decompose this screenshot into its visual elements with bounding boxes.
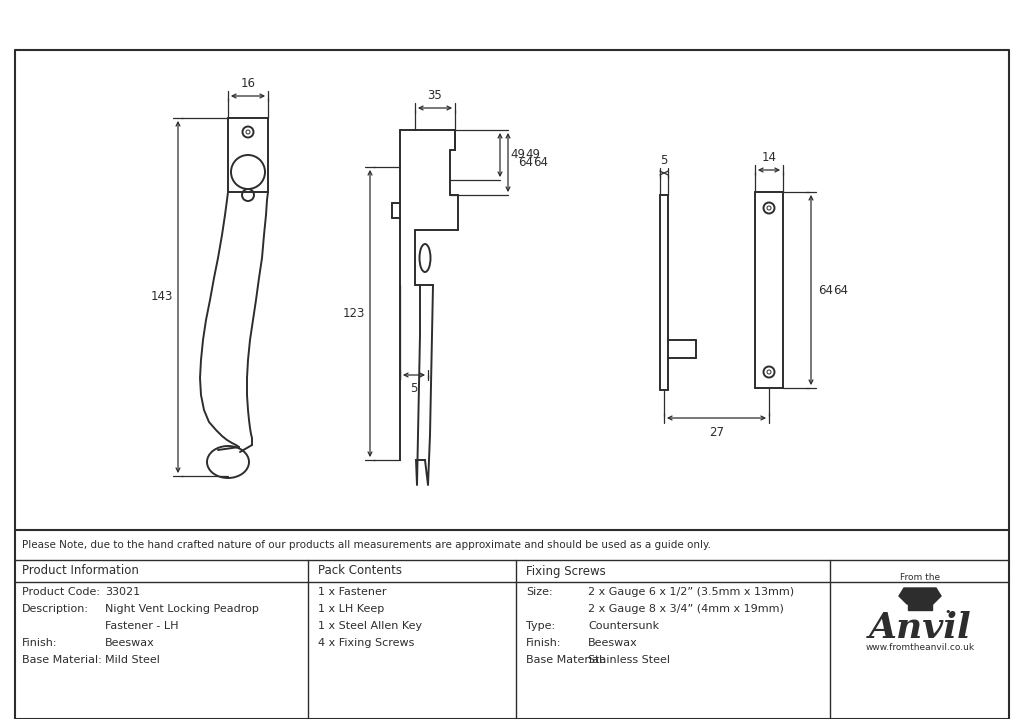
Text: Finish:: Finish:: [22, 638, 57, 648]
Text: 49: 49: [510, 149, 525, 162]
Text: 2 x Gauge 8 x 3/4” (4mm x 19mm): 2 x Gauge 8 x 3/4” (4mm x 19mm): [588, 604, 784, 614]
Text: Please Note, due to the hand crafted nature of our products all measurements are: Please Note, due to the hand crafted nat…: [22, 540, 711, 550]
Text: •: •: [945, 607, 951, 617]
Text: 64: 64: [518, 156, 534, 169]
Text: Mild Steel: Mild Steel: [105, 655, 160, 665]
Text: Pack Contents: Pack Contents: [318, 564, 402, 577]
Text: Finish:: Finish:: [526, 638, 561, 648]
Text: 1 x Fastener: 1 x Fastener: [318, 587, 386, 597]
Text: Type:: Type:: [526, 621, 555, 631]
Text: Beeswax: Beeswax: [588, 638, 638, 648]
Text: Product Code:: Product Code:: [22, 587, 100, 597]
Text: Size:: Size:: [526, 587, 553, 597]
Text: 49: 49: [525, 149, 540, 162]
Text: Stainless Steel: Stainless Steel: [588, 655, 670, 665]
Text: 64: 64: [818, 283, 833, 296]
Text: 4 x Fixing Screws: 4 x Fixing Screws: [318, 638, 415, 648]
Text: 2 x Gauge 6 x 1/2” (3.5mm x 13mm): 2 x Gauge 6 x 1/2” (3.5mm x 13mm): [588, 587, 795, 597]
Text: 5: 5: [411, 382, 418, 395]
Text: 64: 64: [534, 156, 548, 169]
Text: Beeswax: Beeswax: [105, 638, 155, 648]
Polygon shape: [908, 604, 932, 610]
Text: Base Material:: Base Material:: [526, 655, 606, 665]
Text: Description:: Description:: [22, 604, 89, 614]
Polygon shape: [899, 588, 941, 604]
Text: Fastener - LH: Fastener - LH: [105, 621, 178, 631]
Text: 27: 27: [709, 426, 724, 439]
Text: 143: 143: [151, 290, 173, 303]
Text: Anvil: Anvil: [868, 611, 972, 645]
Text: 1 x LH Keep: 1 x LH Keep: [318, 604, 384, 614]
Text: 14: 14: [762, 151, 776, 164]
Text: 35: 35: [428, 89, 442, 102]
Text: 1 x Steel Allen Key: 1 x Steel Allen Key: [318, 621, 422, 631]
Text: Night Vent Locking Peadrop: Night Vent Locking Peadrop: [105, 604, 259, 614]
Text: From the: From the: [900, 574, 940, 582]
Text: 123: 123: [343, 307, 365, 320]
Text: Base Material:: Base Material:: [22, 655, 101, 665]
Text: Product Information: Product Information: [22, 564, 139, 577]
Text: 5: 5: [660, 154, 668, 167]
Text: www.fromtheanvil.co.uk: www.fromtheanvil.co.uk: [865, 644, 975, 653]
Text: 64: 64: [833, 283, 848, 296]
Text: 16: 16: [241, 77, 256, 90]
Text: Countersunk: Countersunk: [588, 621, 659, 631]
Text: Fixing Screws: Fixing Screws: [526, 564, 606, 577]
Text: 33021: 33021: [105, 587, 140, 597]
